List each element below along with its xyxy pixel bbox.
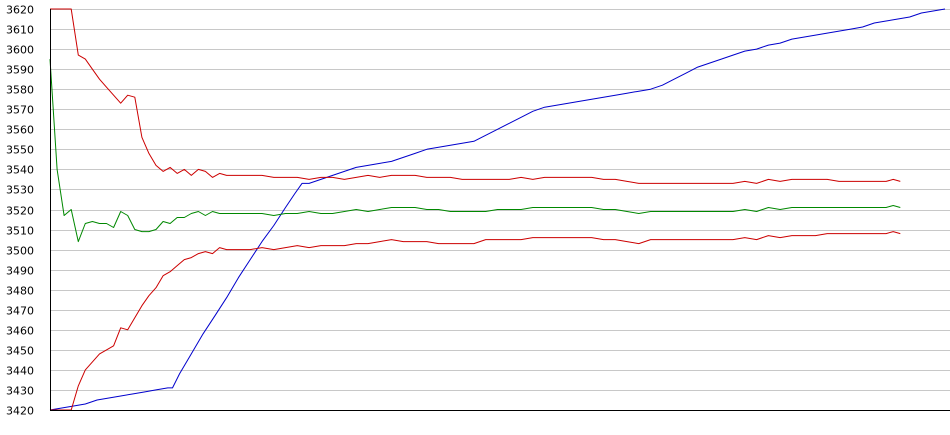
y-tick-label: 3510 — [6, 225, 34, 238]
y-tick-label: 3520 — [6, 205, 34, 218]
y-tick-label: 3490 — [6, 265, 34, 278]
y-tick-label: 3480 — [6, 285, 34, 298]
gridlines — [50, 9, 950, 411]
y-tick-label: 3450 — [6, 345, 34, 358]
y-tick-label: 3460 — [6, 325, 34, 338]
series-line-2-green — [49, 59, 901, 243]
y-tick-label: 3580 — [6, 84, 34, 97]
y-tick-label: 3540 — [6, 164, 34, 177]
y-tick-label: 3550 — [6, 144, 34, 157]
y-tick-label: 3600 — [6, 44, 34, 57]
y-tick-label: 3590 — [6, 64, 34, 77]
y-tick-label: 3500 — [6, 245, 34, 258]
y-tick-label: 3560 — [6, 124, 34, 137]
y-axis-tick-labels: 3420 3430 3440 3450 3460 3470 3480 3490 3500 3510… — [6, 4, 34, 418]
y-tick-label: 3470 — [6, 305, 34, 318]
y-tick-label: 3570 — [6, 104, 34, 117]
series-line-3-red — [50, 231, 901, 411]
y-tick-label: 3440 — [6, 365, 34, 378]
y-tick-label: 3530 — [6, 184, 34, 197]
series-line-1-red — [50, 8, 901, 184]
y-tick-label: 3620 — [6, 4, 34, 17]
series-lines — [49, 8, 946, 411]
y-tick-label: 3610 — [6, 24, 34, 37]
y-tick-label: 3420 — [6, 405, 34, 418]
series-line-0-blue — [49, 8, 946, 411]
y-tick-label: 3430 — [6, 385, 34, 398]
